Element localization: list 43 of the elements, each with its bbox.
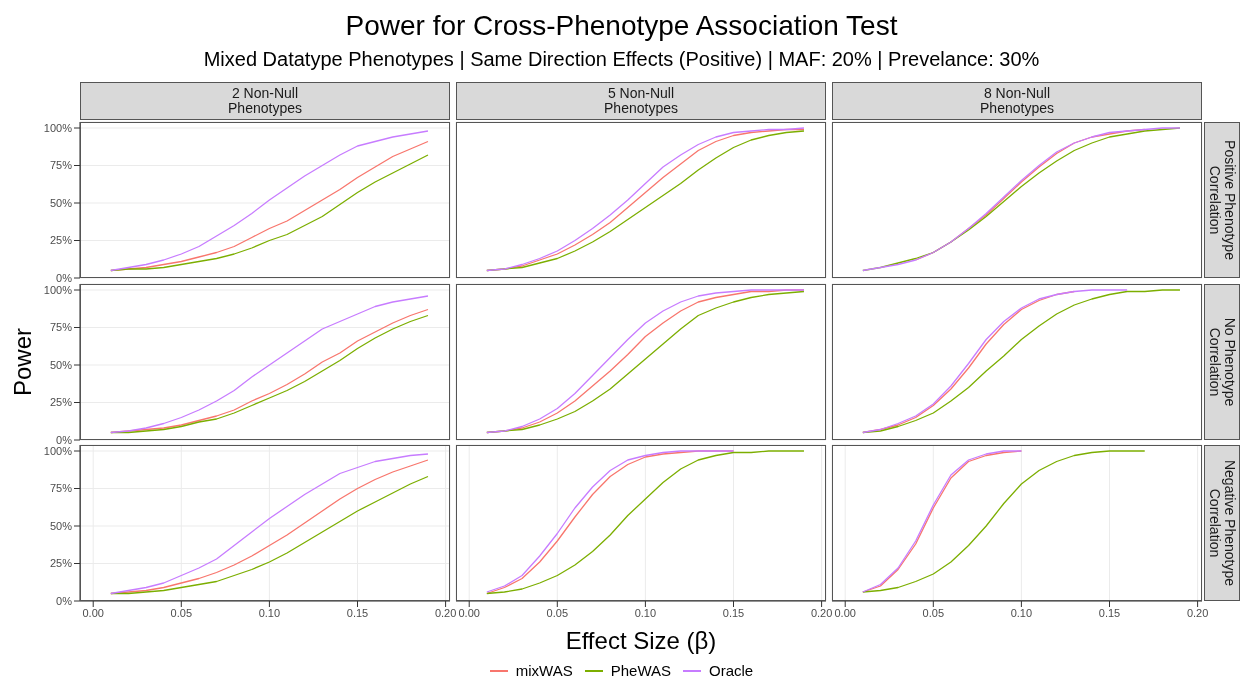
x-tick-label: 0.15 [1098, 606, 1121, 619]
text: Power for Cross-Phenotype Association Test [344, 10, 899, 42]
x-tick-label: 0.05 [170, 606, 193, 619]
text: No Phenotype Correlation [1207, 317, 1239, 407]
y-tick-label: 25% [49, 234, 73, 247]
y-axis-title: Power [9, 327, 37, 397]
y-tick-label: 75% [49, 482, 73, 495]
x-tick-label: 0.20 [1186, 606, 1209, 619]
y-tick-label: 100% [43, 283, 73, 296]
y-tick-label: 25% [49, 396, 73, 409]
y-tick-label: 0% [56, 271, 73, 284]
x-tick-label: 0.15 [346, 606, 369, 619]
x-tick-label: 0.00 [82, 606, 104, 619]
text: 5 Non-Null Phenotypes [456, 82, 826, 120]
x-tick-label: 0.10 [634, 606, 657, 619]
y-tick-label: 25% [49, 557, 73, 570]
text: Negative Phenotype Correlation [1207, 459, 1238, 587]
y-tick-label: 75% [49, 159, 73, 172]
y-tick-label: 50% [49, 358, 73, 371]
y-tick-label: 100% [43, 121, 73, 134]
text: 8 Non-Null Phenotypes [832, 82, 1202, 120]
text: 2 Non-Null Phenotypes [80, 82, 450, 120]
y-tick-label: 50% [49, 196, 73, 209]
x-axis-title: Effect Size (β) [564, 627, 718, 655]
x-tick-label: 0.05 [546, 606, 569, 619]
x-tick-label: 0.10 [258, 606, 281, 619]
x-tick-label: 0.20 [810, 606, 833, 619]
y-tick-label: 0% [56, 594, 73, 607]
x-tick-label: 0.00 [834, 606, 856, 619]
legend-label: mixWAS [515, 662, 573, 679]
x-tick-label: 0.20 [434, 606, 457, 619]
text: Mixed Datatype Phenotypes | Same Direction Effects (Positive) | MAF: 20% | Prevelance: 30% [202, 48, 1041, 71]
y-tick-label: 100% [43, 444, 73, 457]
x-tick-label: 0.00 [458, 606, 480, 619]
y-tick-label: 50% [49, 519, 73, 532]
text: Positive Phenotype Correlation [1207, 140, 1239, 260]
x-tick-label: 0.05 [922, 606, 945, 619]
legend-label: PheWAS [610, 662, 672, 679]
x-tick-label: 0.15 [722, 606, 745, 619]
legend-label: Oracle [709, 662, 754, 679]
x-tick-label: 0.10 [1010, 606, 1033, 619]
y-tick-label: 0% [56, 433, 73, 446]
y-tick-label: 75% [49, 321, 73, 334]
